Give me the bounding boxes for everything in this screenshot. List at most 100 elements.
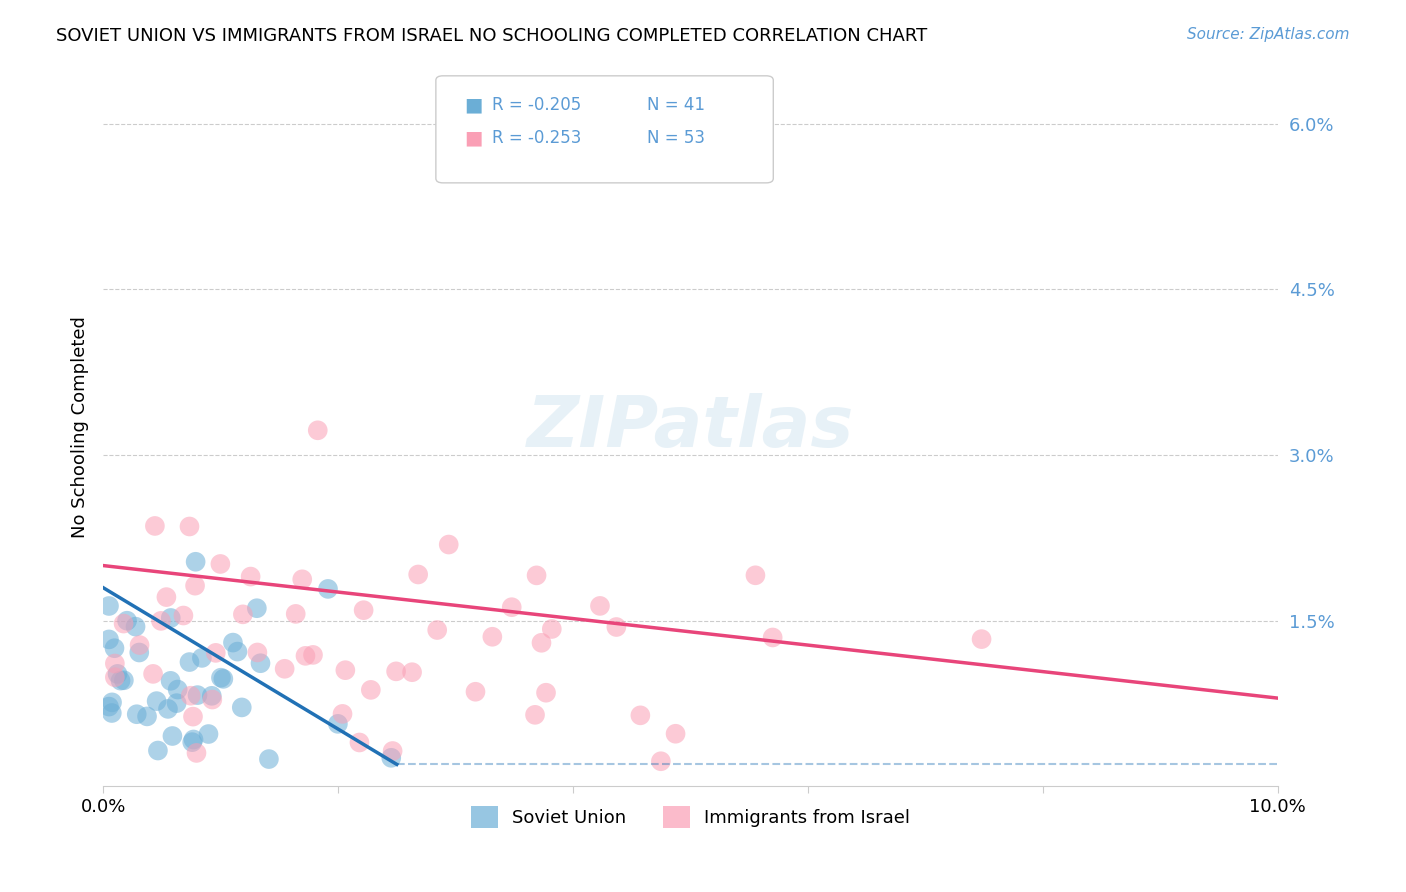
Soviet Union [98,699,121,714]
Soviet Union [212,672,235,686]
Soviet Union [191,651,214,665]
Immigrants from Israel [294,648,316,663]
Soviet Union [124,620,146,634]
Soviet Union [246,601,269,615]
Immigrants from Israel [501,600,523,615]
Immigrants from Israel [664,727,686,741]
Immigrants from Israel [302,648,325,662]
Immigrants from Israel [534,686,557,700]
Soviet Union [103,641,125,656]
Immigrants from Israel [385,665,408,679]
Soviet Union [201,689,224,703]
Text: ■: ■ [464,128,482,148]
Immigrants from Israel [184,579,207,593]
Soviet Union [380,751,402,765]
Soviet Union [136,709,159,723]
Immigrants from Israel [284,607,307,621]
Text: Source: ZipAtlas.com: Source: ZipAtlas.com [1187,27,1350,42]
Immigrants from Israel [744,568,766,582]
Immigrants from Israel [232,607,254,622]
Immigrants from Israel [179,519,201,533]
Text: N = 53: N = 53 [647,129,704,147]
Soviet Union [115,614,138,628]
Immigrants from Israel [155,590,177,604]
Immigrants from Israel [526,568,548,582]
Text: ■: ■ [464,95,482,115]
Soviet Union [226,644,249,658]
Soviet Union [179,655,201,669]
Soviet Union [209,671,232,685]
Soviet Union [183,732,205,747]
Soviet Union [326,717,349,731]
Soviet Union [162,729,184,743]
Soviet Union [197,727,219,741]
Soviet Union [159,611,181,625]
Soviet Union [166,682,188,697]
Soviet Union [166,696,188,710]
Immigrants from Israel [406,567,429,582]
Immigrants from Israel [401,665,423,680]
Immigrants from Israel [181,709,204,723]
Text: N = 41: N = 41 [647,96,704,114]
Immigrants from Israel [246,645,269,659]
Soviet Union [231,700,253,714]
Soviet Union [107,666,129,681]
Immigrants from Israel [464,684,486,698]
Soviet Union [222,635,245,649]
Immigrants from Israel [481,630,503,644]
Soviet Union [257,752,280,766]
Immigrants from Israel [349,735,371,749]
Soviet Union [145,694,167,708]
Soviet Union [316,582,339,596]
Immigrants from Israel [273,662,295,676]
Text: SOVIET UNION VS IMMIGRANTS FROM ISRAEL NO SCHOOLING COMPLETED CORRELATION CHART: SOVIET UNION VS IMMIGRANTS FROM ISRAEL N… [56,27,928,45]
Immigrants from Israel [180,689,202,703]
Immigrants from Israel [353,603,375,617]
Soviet Union [101,695,124,709]
Immigrants from Israel [307,423,329,437]
Soviet Union [98,599,121,613]
Soviet Union [112,673,135,688]
Immigrants from Israel [332,706,354,721]
Soviet Union [181,735,204,749]
Immigrants from Israel [650,754,672,768]
Immigrants from Israel [530,636,553,650]
Immigrants from Israel [628,708,651,723]
Immigrants from Israel [239,569,262,583]
Y-axis label: No Schooling Completed: No Schooling Completed [72,317,89,539]
Immigrants from Israel [589,599,612,613]
Soviet Union [156,702,179,716]
Immigrants from Israel [291,572,314,586]
Soviet Union [98,632,121,647]
Immigrants from Israel [970,632,993,647]
Immigrants from Israel [762,631,785,645]
Soviet Union [186,688,208,702]
Soviet Union [101,706,124,720]
Immigrants from Israel [437,537,460,551]
Immigrants from Israel [605,620,627,634]
Immigrants from Israel [112,616,135,631]
Immigrants from Israel [381,744,404,758]
Immigrants from Israel [360,682,382,697]
Immigrants from Israel [104,670,127,684]
Immigrants from Israel [172,608,194,623]
Soviet Union [128,646,150,660]
Immigrants from Israel [128,638,150,652]
Soviet Union [249,657,271,671]
Soviet Union [184,555,207,569]
Immigrants from Israel [149,614,172,628]
Immigrants from Israel [209,557,232,571]
Immigrants from Israel [204,646,226,660]
Immigrants from Israel [142,666,165,681]
Immigrants from Israel [426,623,449,637]
Immigrants from Israel [201,692,224,706]
Text: ZIPatlas: ZIPatlas [527,393,853,462]
Soviet Union [146,743,169,757]
Legend: Soviet Union, Immigrants from Israel: Soviet Union, Immigrants from Israel [464,798,917,835]
Immigrants from Israel [143,519,166,533]
Soviet Union [110,673,132,688]
Soviet Union [159,673,181,688]
Soviet Union [125,707,148,722]
Text: R = -0.205: R = -0.205 [492,96,581,114]
Immigrants from Israel [104,657,127,671]
